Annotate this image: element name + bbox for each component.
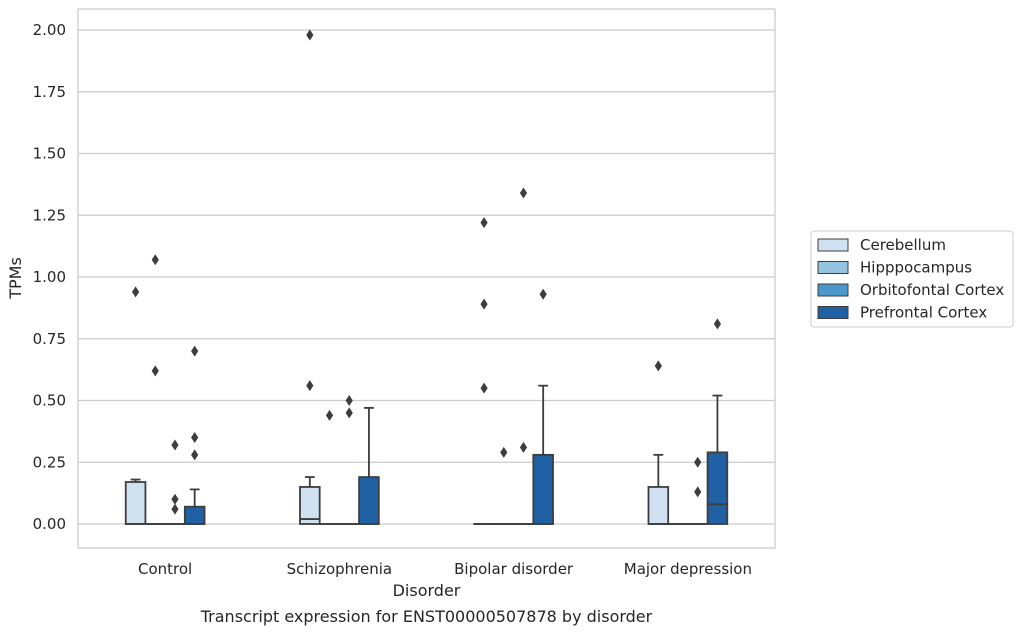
legend-swatch (817, 261, 849, 274)
y-tick-label: 1.75 (33, 83, 66, 101)
box-prefrontal-cortex-2 (532, 288, 554, 525)
outlier-point (539, 288, 547, 300)
y-tick-label: 0.25 (33, 453, 66, 471)
y-tick-label: 0.00 (33, 515, 66, 533)
y-tick-label: 2.00 (33, 21, 66, 39)
box-prefrontal-cortex-0 (183, 345, 206, 525)
outlier-point (480, 217, 488, 229)
box-body (647, 486, 670, 525)
legend: Cerebellum Hipppocampus Orbitofontal Corte… (810, 230, 1014, 328)
legend-swatch (817, 238, 849, 252)
y-axis-title: TPMs (6, 257, 25, 300)
box-hipppocampus-2 (493, 446, 515, 525)
y-tick-label: 1.25 (33, 206, 66, 224)
y-tick-label: 0.50 (33, 392, 66, 410)
box-orbitofontal-cortex-2 (512, 187, 535, 525)
legend-label: Cerebellum (860, 236, 946, 254)
box-cerebellum-1 (299, 29, 321, 525)
outlier-point (306, 29, 314, 41)
box-body (532, 453, 554, 525)
x-axis-title: Disorder (393, 581, 461, 600)
outlier-point (171, 493, 179, 505)
legend-frame (810, 230, 1014, 328)
outlier-point (191, 345, 199, 357)
outlier-point (480, 298, 488, 310)
x-tick-label: Bipolar disorder (454, 560, 574, 578)
outlier-point (519, 441, 528, 453)
box-orbitofontal-cortex-1 (338, 395, 360, 525)
box-body (358, 476, 380, 525)
y-tick-label: 0.75 (33, 330, 66, 348)
box-orbitofontal-cortex-0 (164, 439, 186, 525)
x-tick-label: Schizophrenia (287, 560, 392, 578)
outlier-point (306, 380, 314, 392)
outlier-point (480, 382, 488, 394)
x-tick-label: Major depression (624, 560, 752, 578)
box-cerebellum-2 (473, 217, 495, 525)
legend-swatch (817, 283, 849, 297)
plot-frame (77, 8, 776, 549)
box-cerebellum-0 (124, 286, 147, 525)
box-prefrontal-cortex-1 (358, 407, 380, 525)
legend-swatch (817, 306, 849, 319)
legend-label: Prefrontal Cortex (860, 304, 987, 322)
box-orbitofontal-cortex-3 (686, 456, 709, 525)
box-body (183, 505, 206, 525)
gridlines (78, 29, 775, 525)
x-tick-labels: Control Schizophrenia Bipolar disorder Majo… (138, 560, 752, 578)
outlier-point (171, 503, 179, 515)
legend-label: Orbitofontal Cortex (860, 281, 1004, 299)
box-hipppocampus-1 (318, 409, 341, 525)
box-body (706, 451, 729, 525)
box-layer (124, 29, 729, 525)
box-body (299, 486, 321, 525)
outlier-point (345, 407, 353, 419)
chart-caption: Transcript expression for ENST0000050787… (200, 607, 653, 626)
outlier-point (345, 395, 353, 406)
outlier-point (131, 286, 140, 298)
outlier-point (191, 449, 199, 461)
y-tick-label: 1.50 (33, 145, 66, 163)
outlier-point (151, 365, 159, 377)
outlier-point (694, 486, 702, 498)
outlier-point (654, 360, 662, 372)
x-tick-label: Control (138, 560, 192, 578)
outlier-point (500, 446, 508, 458)
outlier-point (171, 439, 179, 451)
box-body (124, 481, 147, 525)
outlier-point (519, 187, 528, 199)
outlier-point (151, 254, 159, 266)
y-tick-label: 1.00 (33, 268, 66, 286)
y-tick-labels: 0.00 0.25 0.50 0.75 1.00 1.25 1.50 1.75 2.00 (33, 21, 66, 533)
box-prefrontal-cortex-3 (706, 318, 729, 525)
box-hipppocampus-0 (144, 254, 167, 525)
outlier-point (713, 318, 722, 330)
box-cerebellum-3 (647, 360, 670, 525)
outlier-point (325, 409, 334, 421)
legend-label: Hipppocampus (860, 259, 972, 277)
outlier-point (191, 432, 199, 444)
outlier-point (694, 456, 702, 468)
